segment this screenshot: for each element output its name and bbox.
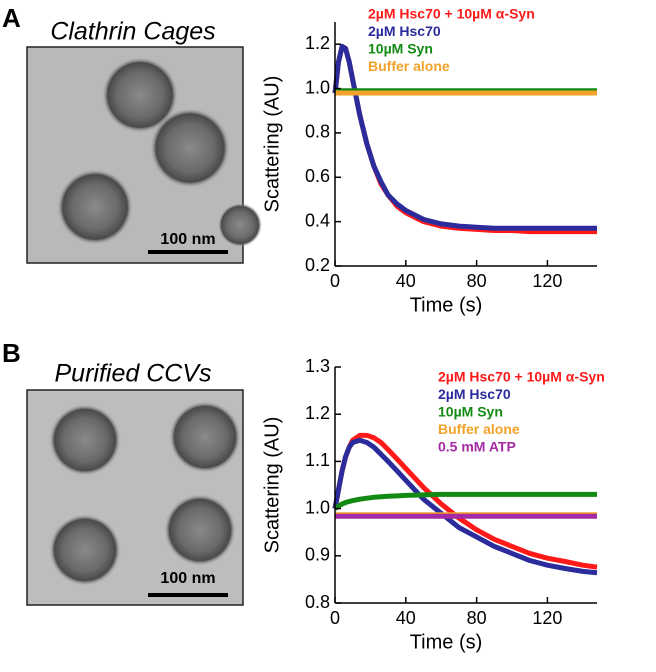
y-tick-label: 1.3	[305, 356, 330, 376]
legend-entry: 2µM Hsc70 + 10µM α-Syn	[438, 369, 605, 385]
y-tick-label: 1.1	[305, 450, 330, 470]
image-title: Clathrin Cages	[50, 18, 215, 46]
x-tick-label: 80	[467, 271, 487, 291]
y-tick-label: 0.9	[305, 545, 330, 565]
x-tick-label: 0	[330, 608, 340, 628]
x-tick-label: 120	[532, 608, 562, 628]
y-tick-label: 0.2	[305, 255, 330, 275]
y-tick-label: 0.4	[305, 210, 330, 230]
y-tick-label: 1.2	[305, 33, 330, 53]
series-line	[332, 437, 598, 576]
x-tick-label: 120	[532, 271, 562, 291]
y-tick-label: 0.8	[305, 592, 330, 612]
panel-label: B	[2, 338, 21, 368]
scale-bar-label: 100 nm	[160, 570, 215, 587]
scale-bar-label: 100 nm	[160, 231, 215, 248]
series-line	[332, 43, 597, 231]
series-line	[333, 491, 597, 511]
panel-label: A	[2, 3, 21, 33]
legend-entry: 0.5 mM ATP	[438, 439, 516, 455]
micrograph	[26, 46, 262, 264]
legend-entry: Buffer alone	[368, 58, 450, 74]
y-tick-label: 1.2	[305, 403, 330, 423]
x-tick-label: 40	[396, 608, 416, 628]
legend-entry: 2µM Hsc70	[368, 23, 441, 39]
y-tick-label: 0.6	[305, 166, 330, 186]
micrograph	[26, 389, 244, 606]
y-tick-label: 1.0	[305, 77, 330, 97]
legend-entry: Buffer alone	[438, 421, 520, 437]
y-axis-label: Scattering (AU)	[261, 76, 283, 213]
legend-entry: 10µM Syn	[368, 41, 433, 57]
legend-entry: 10µM Syn	[438, 404, 503, 420]
x-axis-label: Time (s)	[410, 631, 483, 653]
x-axis-label: Time (s)	[410, 294, 483, 316]
legend-entry: 2µM Hsc70 + 10µM α-Syn	[368, 6, 535, 22]
y-axis-label: Scattering (AU)	[261, 417, 283, 554]
legend-entry: 2µM Hsc70	[438, 386, 511, 402]
x-tick-label: 40	[396, 271, 416, 291]
x-tick-label: 0	[330, 271, 340, 291]
y-tick-label: 0.8	[305, 122, 330, 142]
series-line	[332, 432, 598, 570]
y-tick-label: 1.0	[305, 497, 330, 517]
image-title: Purified CCVs	[55, 360, 212, 388]
x-tick-label: 80	[467, 608, 487, 628]
